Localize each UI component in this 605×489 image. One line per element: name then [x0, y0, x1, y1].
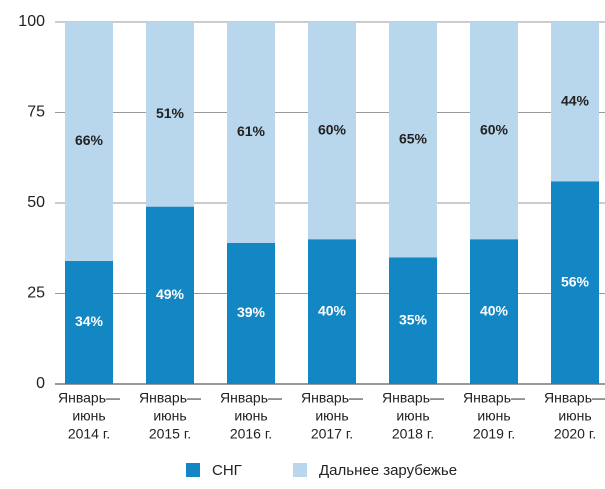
bar-segment [65, 22, 113, 261]
bar-segment [470, 22, 518, 240]
x-tick-label: Январь— [544, 390, 605, 406]
data-label: 66% [75, 132, 104, 148]
data-label: 39% [237, 304, 266, 320]
bar-segment [470, 239, 518, 384]
x-tick-label: 2018 г. [392, 426, 434, 442]
x-tick-label: 2019 г. [473, 426, 515, 442]
x-tick-label: Январь— [220, 390, 282, 406]
bar-segment [551, 22, 599, 182]
x-tick-label: июнь [477, 408, 510, 424]
x-tick-label: Январь— [58, 390, 120, 406]
bar-segment [389, 257, 437, 384]
legend-swatch [186, 463, 200, 477]
x-tick-label: 2017 г. [311, 426, 353, 442]
x-tick-label: июнь [558, 408, 591, 424]
x-tick-label: Январь— [382, 390, 444, 406]
data-label: 51% [156, 105, 185, 121]
data-label: 34% [75, 313, 104, 329]
y-tick-label: 25 [27, 285, 45, 302]
data-label: 61% [237, 123, 266, 139]
legend-swatch [293, 463, 307, 477]
data-label: 40% [480, 302, 509, 318]
data-label: 60% [318, 121, 347, 137]
x-tick-label: 2020 г. [554, 426, 596, 442]
x-tick-label: 2014 г. [68, 426, 110, 442]
x-tick-label: 2016 г. [230, 426, 272, 442]
y-tick-label: 75 [27, 104, 45, 121]
bar-segment [551, 181, 599, 384]
bar-segment [146, 206, 194, 384]
y-tick-label: 100 [18, 13, 45, 30]
x-tick-label: июнь [396, 408, 429, 424]
bar-segment [308, 239, 356, 384]
data-label: 60% [480, 121, 509, 137]
bar-segment [227, 22, 275, 243]
bar-segment [227, 242, 275, 384]
bar-segment [389, 22, 437, 258]
data-label: 44% [561, 92, 590, 108]
bar-segment [308, 22, 356, 240]
x-tick-label: июнь [72, 408, 105, 424]
x-tick-label: июнь [153, 408, 186, 424]
data-label: 49% [156, 286, 185, 302]
x-tick-label: Январь— [301, 390, 363, 406]
bar-segment [146, 22, 194, 207]
legend-label: Дальнее зарубежье [319, 462, 457, 479]
legend-label: СНГ [212, 462, 242, 479]
data-label: 35% [399, 311, 428, 327]
data-label: 40% [318, 302, 347, 318]
x-tick-label: 2015 г. [149, 426, 191, 442]
y-tick-label: 50 [27, 194, 45, 211]
y-tick-label: 0 [36, 375, 45, 392]
x-tick-label: июнь [315, 408, 348, 424]
data-label: 65% [399, 130, 428, 146]
x-tick-label: Январь— [463, 390, 525, 406]
data-label: 56% [561, 273, 590, 289]
x-tick-label: Январь— [139, 390, 201, 406]
x-tick-label: июнь [234, 408, 267, 424]
bar-segment [65, 260, 113, 384]
